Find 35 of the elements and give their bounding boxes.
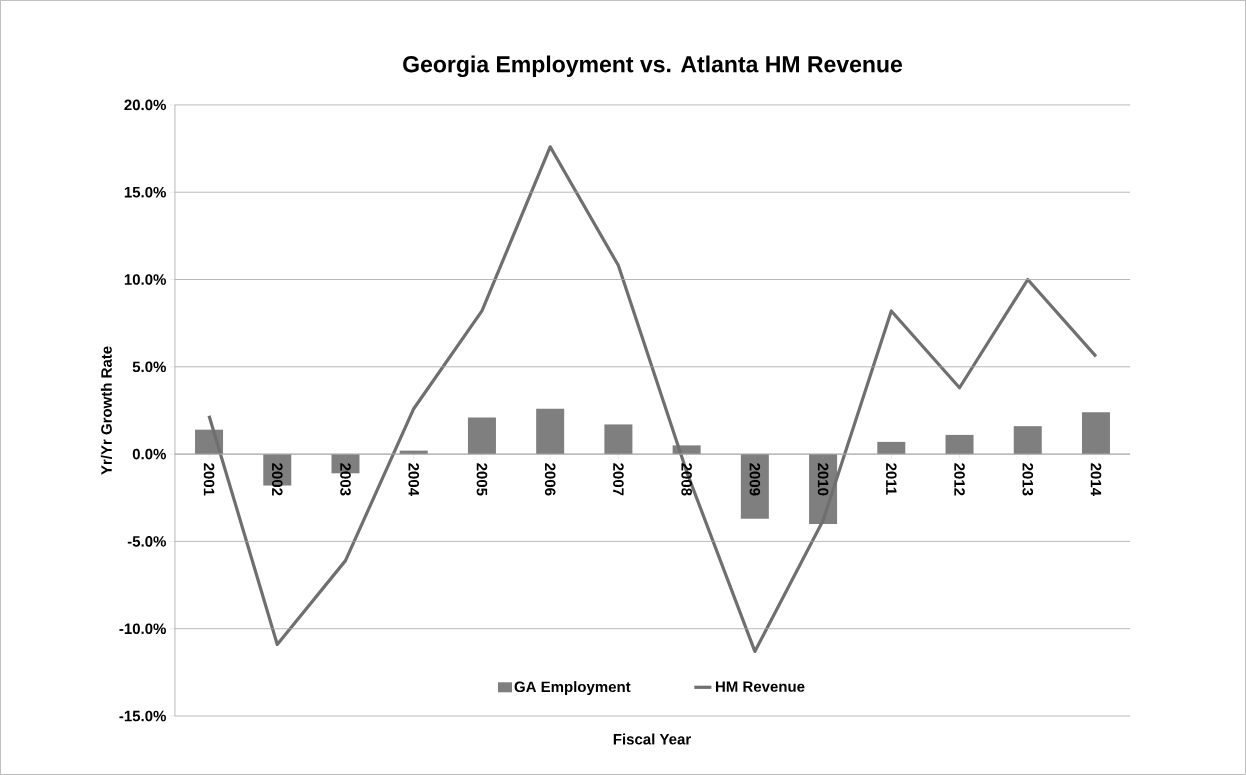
chart-title: Georgia Employment vs. Atlanta HM Revenue (403, 55, 903, 78)
x-tick-label: 2003 (340, 463, 351, 496)
bar (1081, 412, 1110, 455)
x-tick-label: 2002 (271, 463, 283, 496)
y-tick-label: 0.0% (132, 448, 166, 460)
y-tick-label: 20.0% (124, 99, 166, 111)
bar (740, 454, 769, 519)
y-tick-label: 5.0% (132, 361, 166, 373)
legend-label: HM Revenue (715, 681, 805, 692)
x-tick-label: 2008 (681, 463, 692, 496)
y-tick-label: 10.0% (124, 274, 166, 285)
y-tick-label: -10.0% (119, 623, 166, 635)
x-tick-label: 2013 (1022, 463, 1034, 496)
x-tick-label: 2012 (954, 463, 965, 496)
bar (1013, 426, 1042, 455)
x-tick-label: 2004 (408, 463, 420, 496)
y-tick-label: -5.0% (127, 536, 166, 547)
x-tick-label: 2006 (544, 463, 556, 496)
bar (536, 408, 565, 455)
x-tick-label: 2010 (817, 463, 829, 496)
x-tick-label: 2011 (885, 463, 897, 495)
x-tick-label: 2009 (749, 463, 761, 496)
x-tick-label: 2007 (613, 463, 624, 496)
x-tick-label: 2001 (203, 463, 215, 496)
bar (467, 417, 496, 455)
x-axis-title: Fiscal Year (613, 733, 691, 745)
bar (604, 424, 633, 455)
x-tick-label: 2014 (1090, 463, 1102, 496)
x-tick-label: 2005 (476, 463, 488, 496)
y-tick-label: -15.0% (119, 710, 166, 722)
legend-label: GA Employment (514, 681, 631, 696)
bar (945, 434, 974, 455)
y-axis-title: Yr/Yr Growth Rate (100, 346, 112, 475)
bar (877, 441, 906, 455)
y-tick-label: 15.0% (124, 186, 166, 198)
